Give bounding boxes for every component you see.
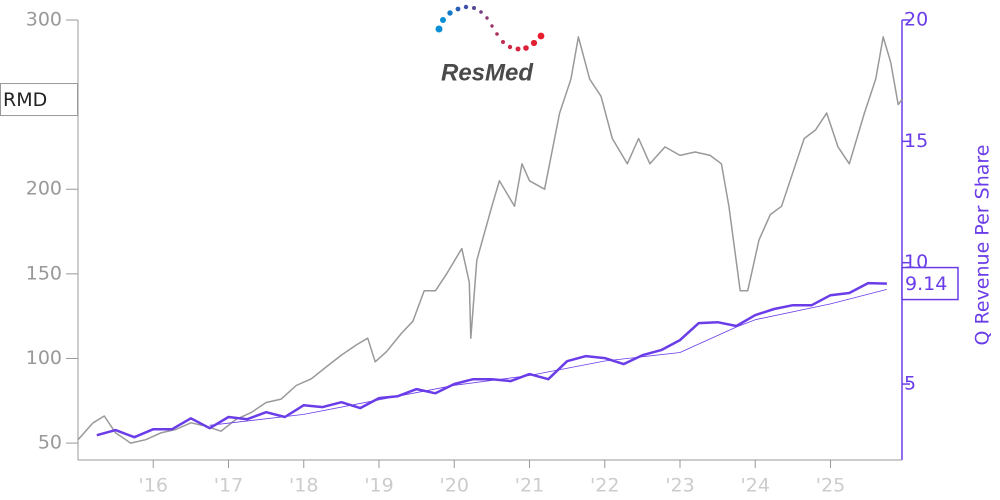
x-tick-label: '24: [741, 475, 770, 497]
logo: ResMed: [435, 4, 545, 86]
y2-tick-label: 5: [904, 373, 916, 395]
series-line: [96, 281, 887, 439]
x-tick-label: '20: [440, 475, 469, 497]
value-label: 9.14: [905, 273, 947, 295]
y-tick-label: 200: [26, 178, 62, 200]
series-line: [209, 289, 887, 426]
x-tick-label: '17: [214, 475, 243, 497]
y2-axis-label: Q Revenue Per Share: [972, 145, 994, 346]
x-tick-label: '21: [515, 475, 544, 497]
y-tick-label: 50: [38, 432, 62, 454]
x-tick-label: '25: [816, 475, 845, 497]
x-tick-label: '18: [289, 475, 318, 497]
y2-tick-label: 20: [904, 9, 928, 31]
x-tick-label: '19: [364, 475, 393, 497]
logo-text: ResMed: [441, 59, 534, 86]
price-label-box: [0, 83, 78, 117]
x-tick-label: '23: [665, 475, 694, 497]
y-tick-label: 150: [26, 262, 62, 284]
x-tick-label: '22: [590, 475, 619, 497]
y-tick-label: 100: [26, 347, 62, 369]
x-tick-label: '16: [139, 475, 168, 497]
value-label-box: [901, 266, 959, 301]
y2-tick-label: 15: [904, 130, 928, 152]
price-label: RMD: [3, 89, 47, 111]
series-line: [77, 36, 903, 444]
y-tick-label: 300: [26, 9, 62, 31]
